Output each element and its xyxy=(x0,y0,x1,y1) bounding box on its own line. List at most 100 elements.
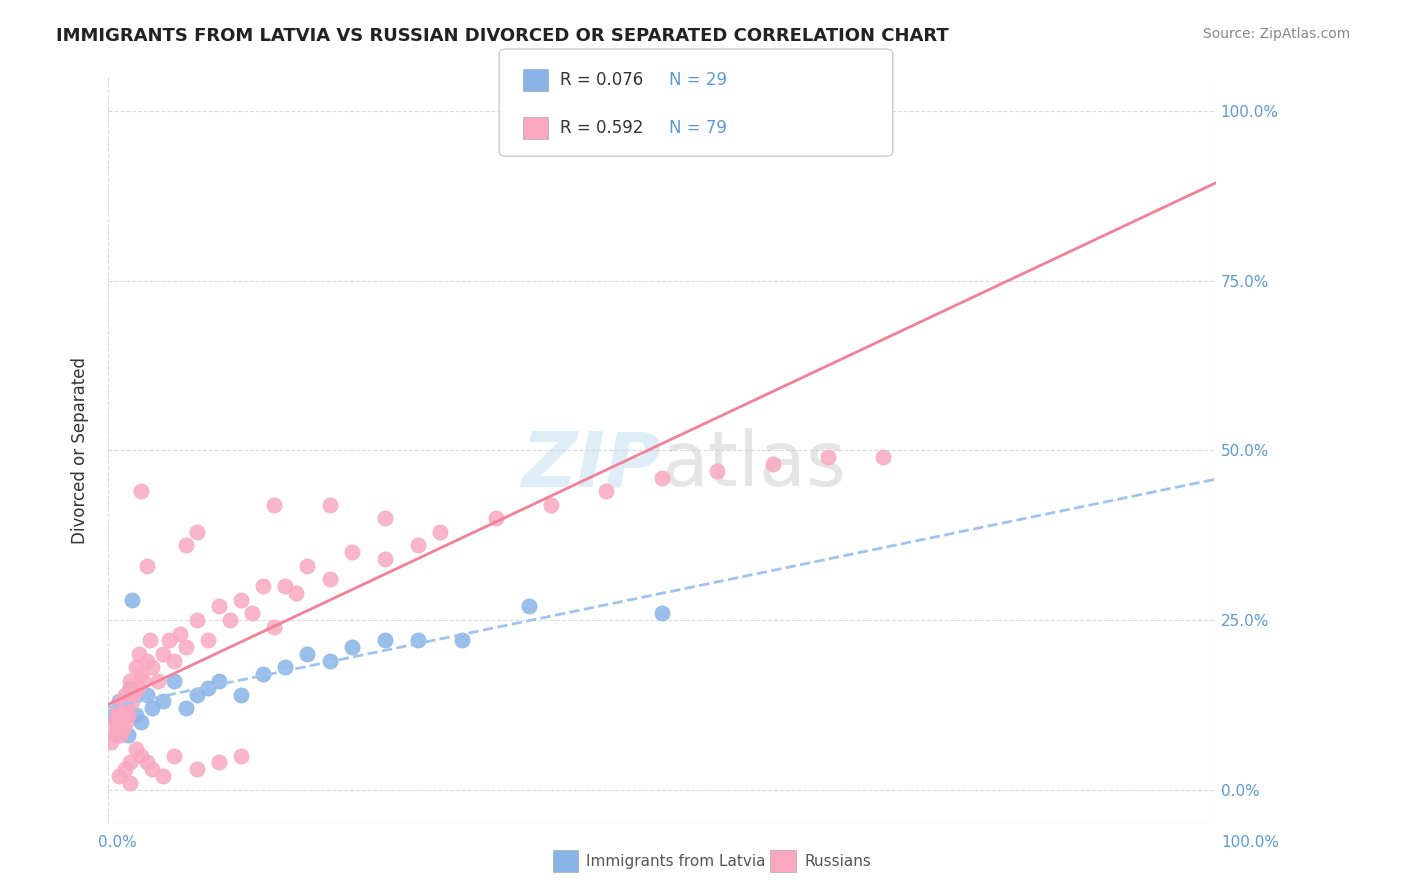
Text: atlas: atlas xyxy=(662,428,846,502)
Point xyxy=(108,769,131,783)
Point xyxy=(132,674,155,689)
Point xyxy=(406,538,429,552)
Point xyxy=(340,640,363,654)
Text: R = 0.592: R = 0.592 xyxy=(560,119,643,137)
Point xyxy=(108,694,131,708)
Text: N = 79: N = 79 xyxy=(669,119,727,137)
Point xyxy=(120,674,142,689)
Point xyxy=(169,626,191,640)
Text: N = 29: N = 29 xyxy=(669,70,727,89)
Point xyxy=(141,660,163,674)
Point xyxy=(297,558,319,573)
Point xyxy=(114,701,136,715)
Point xyxy=(297,647,319,661)
Point xyxy=(163,674,186,689)
Point xyxy=(121,592,143,607)
Text: R = 0.076: R = 0.076 xyxy=(560,70,643,89)
Point xyxy=(252,667,274,681)
Point xyxy=(197,633,219,648)
Point xyxy=(540,498,562,512)
Point xyxy=(174,701,197,715)
Point xyxy=(114,714,136,729)
Point xyxy=(340,545,363,559)
Point xyxy=(157,633,180,648)
Point xyxy=(208,674,231,689)
Point xyxy=(120,756,142,770)
Point xyxy=(163,654,186,668)
Point xyxy=(122,688,145,702)
Point xyxy=(127,681,149,695)
Point xyxy=(174,538,197,552)
Point xyxy=(112,722,135,736)
Text: Immigrants from Latvia: Immigrants from Latvia xyxy=(586,854,766,869)
Point xyxy=(517,599,540,614)
Point xyxy=(285,586,308,600)
Point xyxy=(120,776,142,790)
Point xyxy=(318,654,340,668)
Point xyxy=(100,735,122,749)
Point xyxy=(105,708,128,723)
Point xyxy=(107,701,129,715)
Point xyxy=(263,620,285,634)
Text: ZIP: ZIP xyxy=(522,428,662,502)
Point xyxy=(108,714,131,729)
Point xyxy=(135,654,157,668)
Point xyxy=(186,613,208,627)
Point xyxy=(125,660,148,674)
Point xyxy=(263,498,285,512)
Point xyxy=(706,464,728,478)
Point xyxy=(274,579,297,593)
Point xyxy=(318,498,340,512)
Y-axis label: Divorced or Separated: Divorced or Separated xyxy=(72,357,89,544)
Point xyxy=(115,701,138,715)
Point xyxy=(104,722,127,736)
Point xyxy=(229,748,252,763)
Point xyxy=(318,572,340,586)
Point xyxy=(429,524,451,539)
Point xyxy=(152,647,174,661)
Point xyxy=(406,633,429,648)
Point xyxy=(110,694,132,708)
Point xyxy=(117,728,139,742)
Point xyxy=(186,762,208,776)
Text: Source: ZipAtlas.com: Source: ZipAtlas.com xyxy=(1202,27,1350,41)
Point xyxy=(141,762,163,776)
Point xyxy=(186,688,208,702)
Point xyxy=(135,756,157,770)
Point xyxy=(197,681,219,695)
Point xyxy=(595,484,617,499)
Point xyxy=(163,748,186,763)
Point xyxy=(108,728,131,742)
Point xyxy=(104,714,127,729)
Point xyxy=(152,769,174,783)
Point xyxy=(208,756,231,770)
Point xyxy=(240,606,263,620)
Point xyxy=(139,633,162,648)
Point xyxy=(117,708,139,723)
Point xyxy=(146,674,169,689)
Point xyxy=(872,450,894,465)
Point xyxy=(128,647,150,661)
Point xyxy=(114,688,136,702)
Point xyxy=(135,688,157,702)
Text: 100.0%: 100.0% xyxy=(1222,836,1279,850)
Point xyxy=(129,714,152,729)
Point xyxy=(129,667,152,681)
Point xyxy=(229,688,252,702)
Point xyxy=(485,511,508,525)
Text: Russians: Russians xyxy=(804,854,872,869)
Point xyxy=(120,681,142,695)
Point xyxy=(208,599,231,614)
Point xyxy=(229,592,252,607)
Text: 0.0%: 0.0% xyxy=(98,836,138,850)
Point xyxy=(374,633,396,648)
Point xyxy=(374,552,396,566)
Point xyxy=(174,640,197,654)
Point xyxy=(374,511,396,525)
Point xyxy=(125,742,148,756)
Point xyxy=(110,722,132,736)
Point xyxy=(121,694,143,708)
Point xyxy=(105,714,128,729)
Point xyxy=(761,457,783,471)
Point xyxy=(135,558,157,573)
